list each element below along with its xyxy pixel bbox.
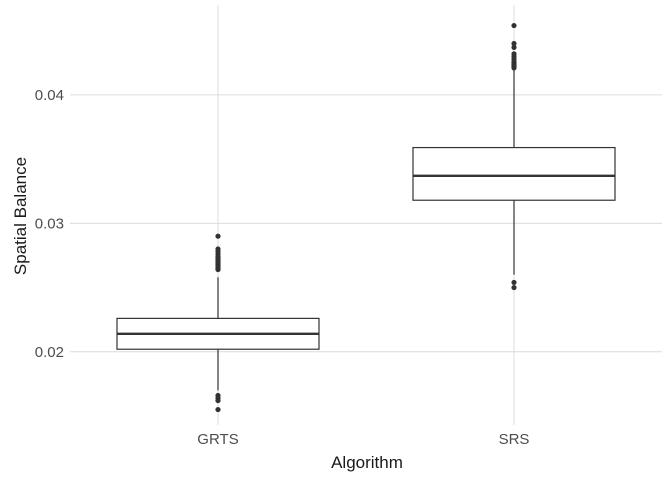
- y-tick-label: 0.03: [35, 215, 64, 232]
- box-srs: [412, 22, 616, 291]
- y-tick-label: 0.02: [35, 344, 64, 361]
- outlier-point: [511, 22, 517, 29]
- outlier-point: [215, 397, 221, 404]
- outlier-point: [215, 266, 221, 273]
- outlier-point: [511, 284, 517, 291]
- outlier-point: [511, 40, 517, 47]
- x-axis-title: Algorithm: [331, 453, 403, 472]
- outlier-point: [215, 233, 221, 239]
- plot-marks: [116, 22, 616, 413]
- outlier-point: [511, 44, 517, 50]
- y-axis-title: Spatial Balance: [11, 157, 30, 275]
- x-tick-label: SRS: [499, 431, 530, 448]
- y-tick-label: 0.04: [35, 87, 64, 104]
- outlier-point: [511, 65, 517, 71]
- box-grts: [116, 233, 320, 413]
- y-tick-labels: 0.02 0.03 0.04: [35, 87, 64, 361]
- gridlines: [70, 5, 662, 425]
- x-tick-label: GRTS: [197, 431, 238, 448]
- x-tick-labels: GRTS SRS: [197, 431, 529, 448]
- outlier-point: [215, 406, 221, 413]
- outlier-point: [511, 279, 517, 286]
- iqr-box: [412, 146, 616, 201]
